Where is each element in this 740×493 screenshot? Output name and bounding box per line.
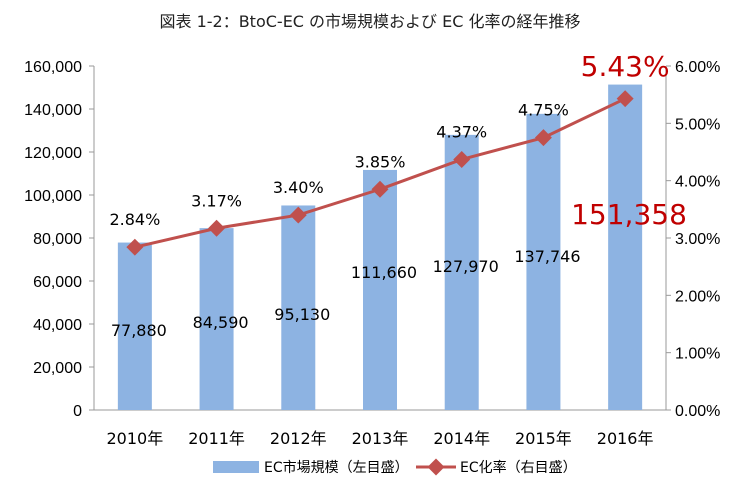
bar xyxy=(526,113,561,410)
rate-value-label: 3.85% xyxy=(355,152,406,171)
bar xyxy=(363,169,397,410)
left-tick-label: 80,000 xyxy=(33,231,82,248)
rate-point xyxy=(289,206,307,224)
rate-point xyxy=(616,90,634,108)
x-tick-label: 2011年 xyxy=(188,429,245,448)
bar-value-label: 137,746 xyxy=(514,247,580,266)
chart-title: 図表 1-2：BtoC-EC の市場規模および EC 化率の経年推移 xyxy=(159,12,580,31)
rate-point xyxy=(534,129,552,147)
legend-bar-swatch xyxy=(213,461,259,473)
rate-value-label: 4.37% xyxy=(436,122,487,141)
right-tick-label: 5.00% xyxy=(675,116,720,133)
bar xyxy=(608,84,643,411)
x-tick-label: 2013年 xyxy=(352,429,409,448)
bar-value-label-highlight: 151,358 xyxy=(571,198,687,231)
legend-line-marker xyxy=(427,458,445,476)
left-tick-label: 100,000 xyxy=(24,188,82,205)
rate-point xyxy=(126,238,144,256)
bar-value-label: 127,970 xyxy=(433,257,499,276)
right-tick-label: 1.00% xyxy=(675,346,720,363)
x-tick-label: 2016年 xyxy=(597,429,654,448)
bar-value-label: 77,880 xyxy=(111,321,167,340)
bar xyxy=(281,205,316,410)
rate-value-label: 3.40% xyxy=(273,178,324,197)
rate-value-label: 3.17% xyxy=(191,191,242,210)
rate-value-label: 2.84% xyxy=(109,210,160,229)
left-tick-label: 60,000 xyxy=(33,274,82,291)
x-tick-label: 2015年 xyxy=(515,429,572,448)
rate-value-label: 4.75% xyxy=(518,101,569,120)
right-axis-ticks: 0.00% 1.00% 2.00% 3.00% 4.00% 5.00% 6.00% xyxy=(666,59,720,420)
left-tick-label: 0 xyxy=(73,403,82,420)
x-axis-ticks: 2010年 2011年 2012年 2013年 2014年 2015年 2016年 xyxy=(106,429,653,448)
x-tick-label: 2014年 xyxy=(433,429,490,448)
legend-line-label: EC化率（右目盛） xyxy=(460,459,577,476)
bar-series xyxy=(117,84,643,411)
bar-value-label: 95,130 xyxy=(274,305,330,324)
left-tick-label: 120,000 xyxy=(24,145,82,162)
right-tick-label: 6.00% xyxy=(675,59,720,76)
bar xyxy=(117,242,152,410)
right-tick-label: 2.00% xyxy=(675,288,720,305)
right-tick-label: 3.00% xyxy=(675,231,720,248)
left-tick-label: 40,000 xyxy=(33,317,82,334)
left-axis-ticks: 0 20,000 40,000 60,000 80,000 100,000 120,000 1… xyxy=(24,59,94,420)
x-tick-label: 2012年 xyxy=(270,429,327,448)
data-labels: 77,880 84,590 95,130 111,660 127,970 137,746 1… xyxy=(109,50,686,340)
left-tick-label: 140,000 xyxy=(24,102,82,119)
legend: EC市場規模（左目盛） EC化率（右目盛） xyxy=(213,458,577,476)
line-series xyxy=(126,90,634,256)
bar-value-label: 111,660 xyxy=(351,263,417,282)
rate-point xyxy=(208,219,226,237)
bar xyxy=(199,228,234,410)
left-tick-label: 20,000 xyxy=(33,360,82,377)
legend-bar-label: EC市場規模（左目盛） xyxy=(264,459,409,476)
rate-value-label-highlight: 5.43% xyxy=(581,50,670,83)
right-tick-label: 4.00% xyxy=(675,174,720,191)
left-tick-label: 160,000 xyxy=(24,59,82,76)
x-tick-label: 2010年 xyxy=(106,429,163,448)
bar xyxy=(444,134,479,410)
right-tick-label: 0.00% xyxy=(675,403,720,420)
bar-value-label: 84,590 xyxy=(193,313,249,332)
rate-point xyxy=(453,150,471,168)
rate-point xyxy=(371,180,389,198)
